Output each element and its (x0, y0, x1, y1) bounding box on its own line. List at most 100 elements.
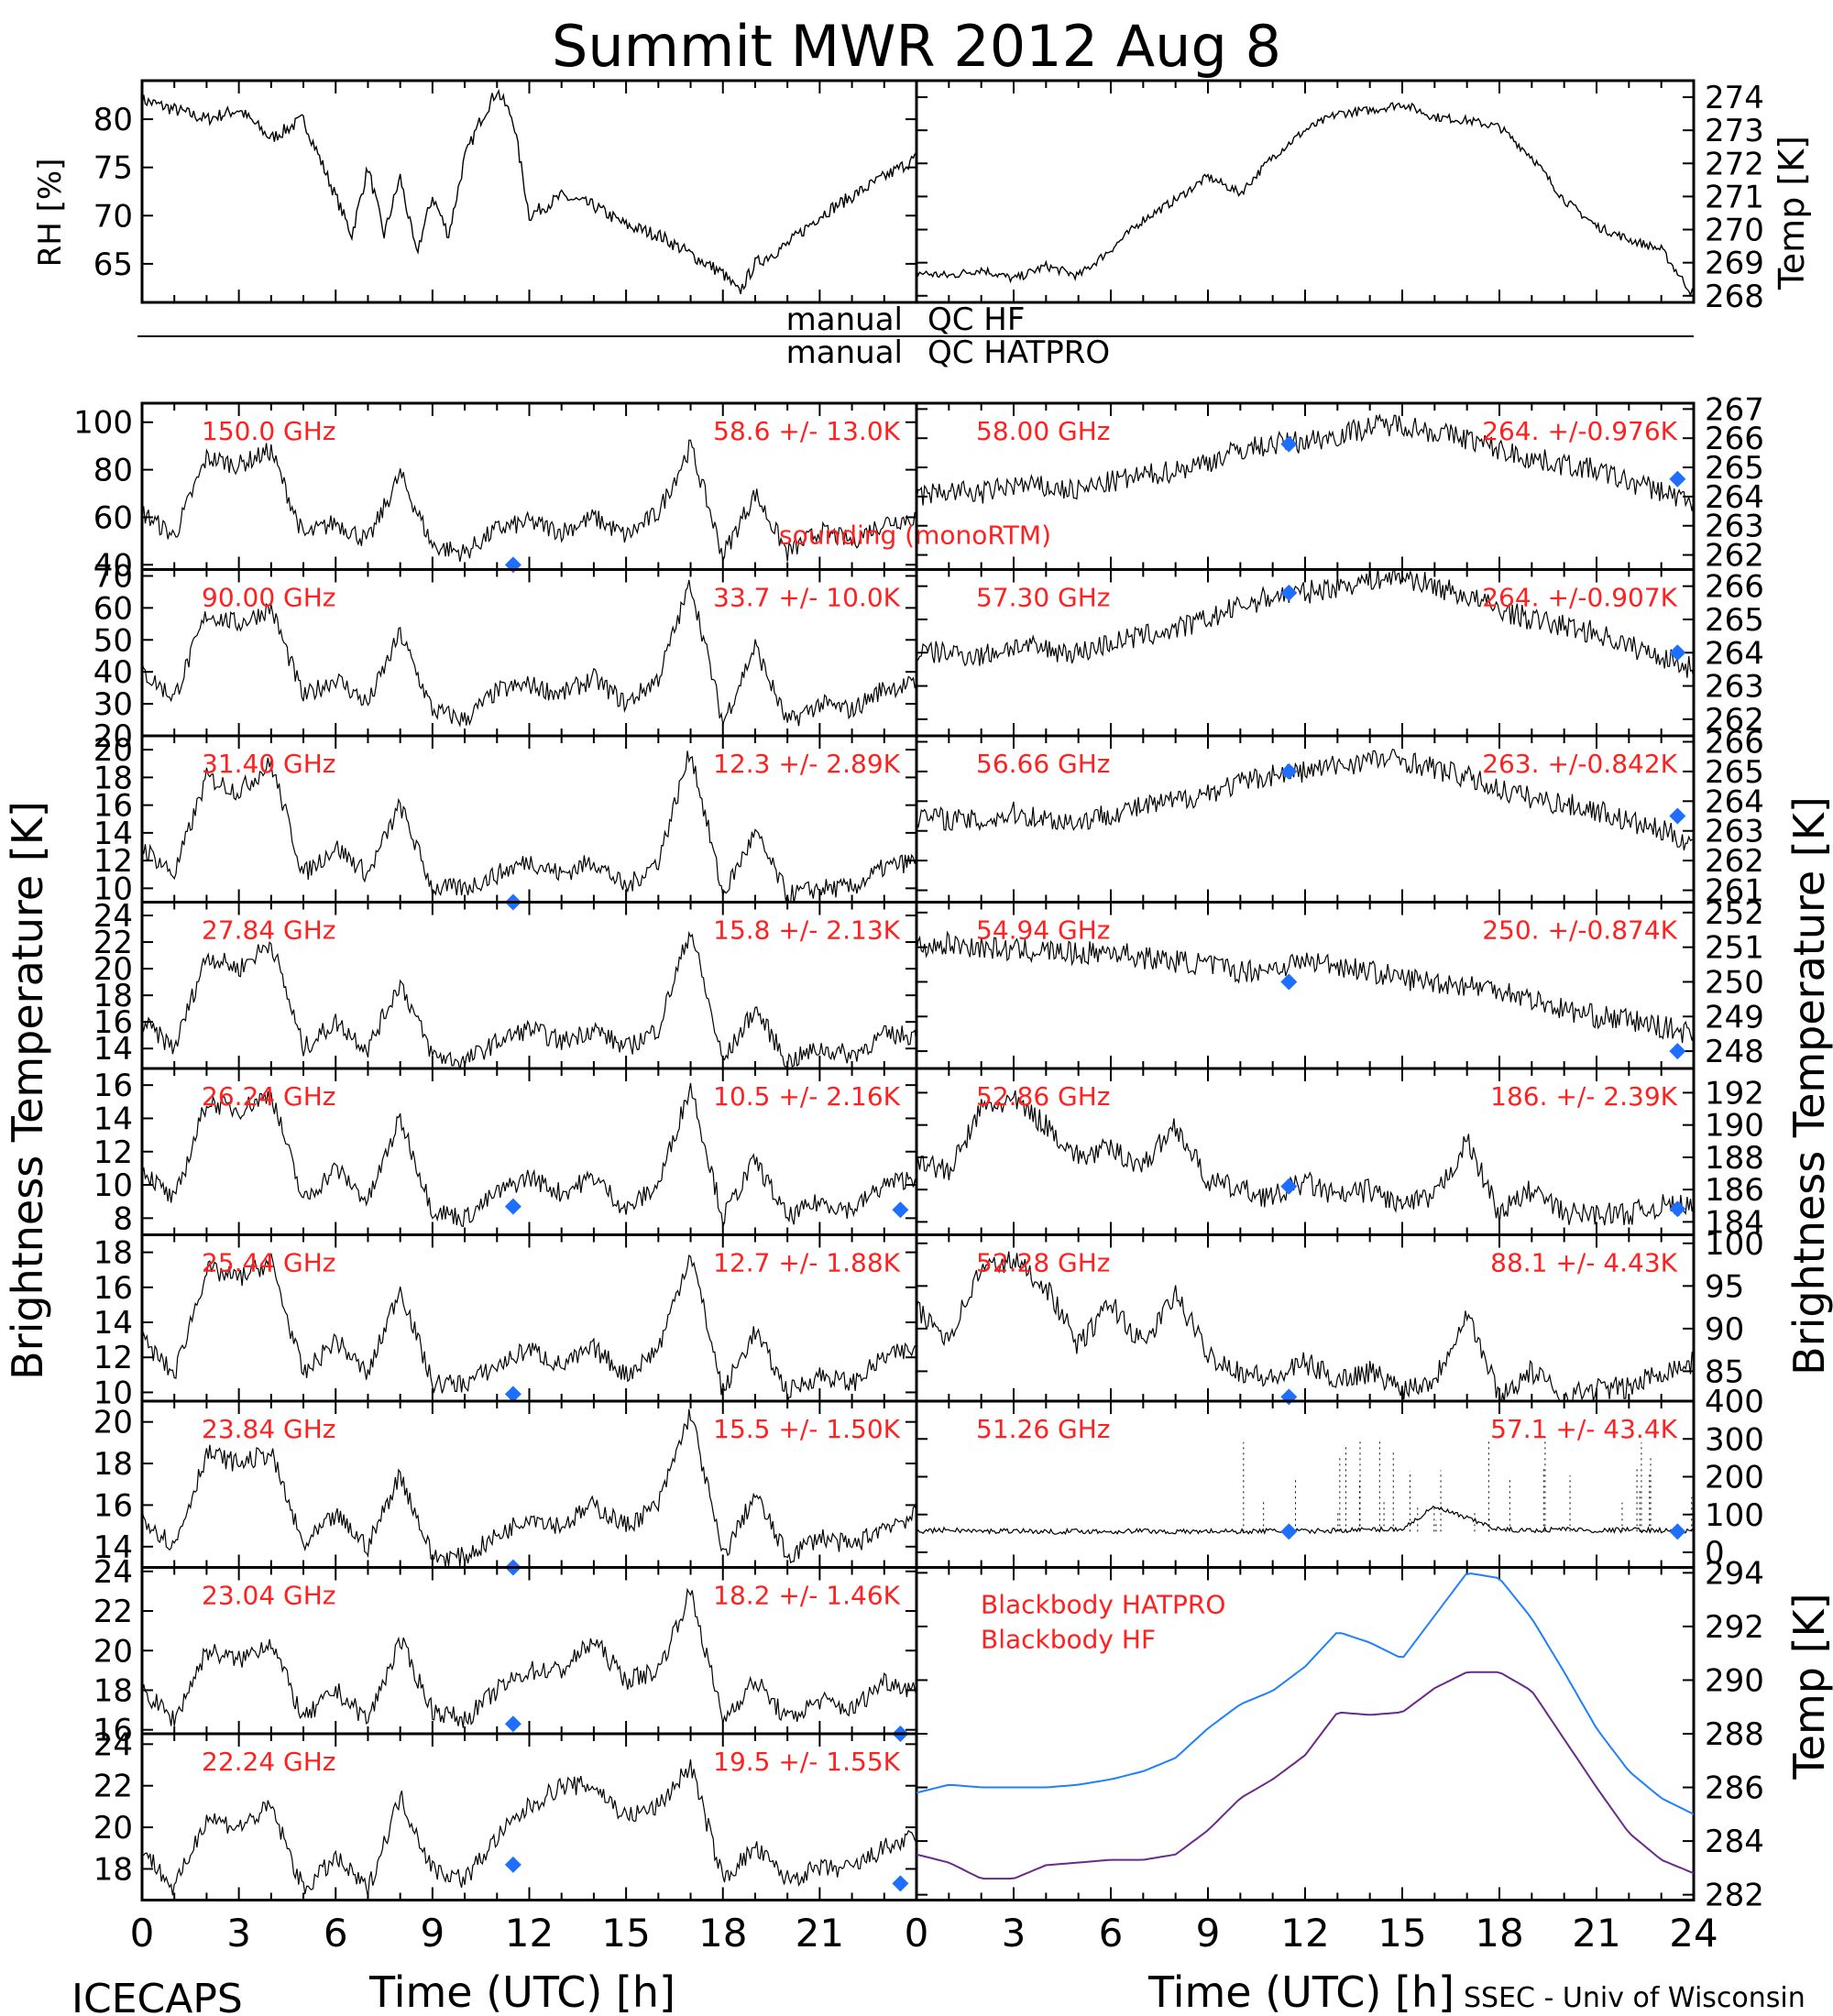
sounding-marker (1280, 435, 1298, 453)
y-tick-label: 16 (93, 1487, 133, 1524)
y-tick-label: 262 (1705, 702, 1764, 739)
y-tick-label: 95 (1705, 1268, 1744, 1305)
footer-left: ICECAPS (71, 1976, 243, 2016)
channel-stats: 15.8 +/- 2.13K (713, 915, 900, 946)
y-tick-label: 18 (93, 1446, 133, 1483)
y-tick-label: 14 (93, 816, 133, 852)
y-tick-label: 14 (93, 1031, 133, 1068)
channel-stats: 33.7 +/- 10.0K (713, 583, 900, 613)
y-tick-label: 288 (1705, 1716, 1764, 1753)
y-tick-label: 100 (1705, 1226, 1764, 1263)
x-tick-label-left: 18 (698, 1911, 747, 1956)
y-tick-label: 16 (93, 1004, 133, 1041)
x-tick-label-right: 3 (1002, 1911, 1026, 1956)
right-y-axis-title: Brightness Temperature [K] (1784, 796, 1833, 1375)
y-tick-label: 30 (93, 686, 133, 723)
y-tick-label: 18 (93, 1672, 133, 1709)
qc-hf-left: manual (786, 301, 903, 338)
y-tick-label: 90 (1705, 1311, 1744, 1348)
y-tick-label: 264 (1705, 783, 1764, 820)
series-line-hf2784 (142, 930, 916, 1068)
y-tick-label: 18 (93, 1851, 133, 1888)
channel-stats: 264. +/-0.907K (1482, 583, 1677, 613)
sounding-marker (504, 1198, 521, 1215)
y-tick-label: 60 (93, 590, 133, 627)
y-tick-label: 267 (1705, 391, 1764, 428)
y-tick-label: 266 (1705, 724, 1764, 761)
series-line-rh (142, 88, 916, 294)
y-tick-label: 40 (93, 654, 133, 691)
channel-label: 52.28 GHz (976, 1248, 1111, 1278)
y-tick-label: 16 (93, 788, 133, 825)
qc-strip: manual QC HF manual QC HATPRO (137, 301, 1694, 371)
channel-stats: 58.6 +/- 13.0K (713, 416, 900, 446)
y-tick-label: 14 (93, 1101, 133, 1137)
y-tick-label: 12 (93, 843, 133, 880)
y-tick-label: 269 (1705, 246, 1764, 282)
channel-stats: 12.7 +/- 1.88K (713, 1248, 900, 1278)
series-line-hf2304 (142, 1587, 916, 1728)
x-tick-label-left: 3 (226, 1911, 251, 1956)
x-tick-label-right: 24 (1669, 1911, 1718, 1956)
sounding-marker (1669, 1043, 1686, 1060)
channel-stats: 15.5 +/- 1.50K (713, 1414, 900, 1444)
footer-right: SSEC - Univ of Wisconsin (1464, 1982, 1806, 2014)
y-tick-label: 8 (113, 1200, 133, 1237)
series-line-bb-1 (916, 1671, 1694, 1880)
y-tick-label: 249 (1705, 999, 1764, 1035)
x-tick-label-right: 6 (1099, 1911, 1124, 1956)
y-tick-label: 251 (1705, 930, 1764, 967)
sounding-marker (1669, 644, 1686, 662)
channel-label: 57.30 GHz (976, 583, 1111, 613)
y-tick-label: 70 (93, 558, 133, 595)
channel-label: 25.44 GHz (202, 1248, 336, 1278)
series-line-hf2544 (142, 1253, 916, 1401)
sounding-marker (1669, 1523, 1686, 1540)
panel-rh: 65 70 75 80 (93, 79, 918, 304)
x-tick-label-left: 12 (505, 1911, 554, 1956)
y-tick-label: 14 (93, 1305, 133, 1342)
y-tick-label: 273 (1705, 113, 1764, 149)
y-tick-label: 263 (1705, 814, 1764, 850)
y-tick-label: 85 (1705, 1353, 1744, 1390)
channel-label: 90.00 GHz (202, 583, 336, 613)
x-tick-label-left: 21 (796, 1911, 844, 1956)
sounding-marker (1280, 1178, 1298, 1195)
chart-title: Summit MWR 2012 Aug 8 (552, 13, 1281, 80)
qc-hatpro-left: manual (786, 334, 903, 371)
x-tick-label-left: 0 (130, 1911, 155, 1956)
y-tick-label: 192 (1705, 1075, 1764, 1112)
sounding-marker (504, 1856, 521, 1873)
y-tick-label: 263 (1705, 669, 1764, 706)
y-tick-label: 265 (1705, 754, 1764, 791)
sounding-marker (1669, 807, 1686, 825)
y-tick-label: 265 (1705, 602, 1764, 639)
channel-label: 26.24 GHz (202, 1081, 336, 1112)
y-tick-label: 188 (1705, 1140, 1764, 1177)
y-tick-label: 22 (93, 1769, 133, 1805)
y-tick-label: 16 (93, 1068, 133, 1104)
legend-entry: Blackbody HF (981, 1625, 1156, 1655)
x-tick-label-left: 9 (421, 1911, 445, 1956)
series-line-hf90 (142, 579, 916, 728)
channel-label: 56.66 GHz (976, 749, 1111, 779)
y-tick-label: 22 (93, 925, 133, 961)
channel-label: 51.26 GHz (976, 1414, 1111, 1444)
y-tick-label: 40 (93, 547, 133, 584)
y-tick-label: 250 (1705, 964, 1764, 1001)
channel-stats: 12.3 +/- 2.89K (713, 749, 900, 779)
channel-label: 23.84 GHz (202, 1414, 336, 1444)
series-line-temp (916, 102, 1694, 298)
channel-stats: 18.2 +/- 1.46K (713, 1581, 900, 1611)
series-line-hp5494 (916, 930, 1694, 1044)
x-axis-title-right: Time (UTC) [h] (1147, 1967, 1454, 2016)
y-tick-label: 10 (93, 1375, 133, 1411)
y-tick-label: 282 (1705, 1878, 1764, 1914)
